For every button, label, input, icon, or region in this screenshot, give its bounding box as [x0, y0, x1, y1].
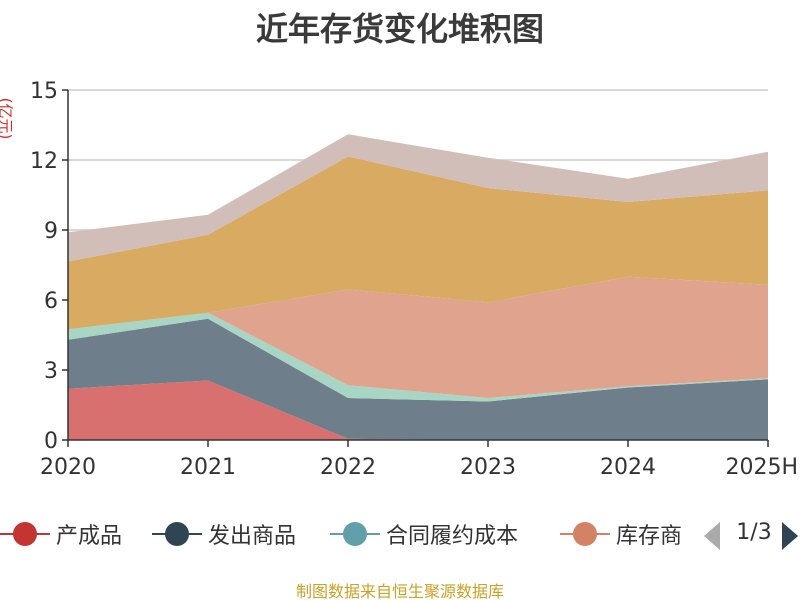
legend-marker-icon	[330, 514, 380, 554]
legend-item-3[interactable]: 合同履约成本	[330, 514, 518, 554]
x-tick-label-1: 2021	[180, 455, 236, 480]
legend-label: 产成品	[56, 524, 123, 549]
legend-item-4[interactable]: 库存商	[560, 514, 682, 554]
legend-page-indicator: 1/3	[736, 520, 772, 545]
x-tick-label-2: 2022	[320, 455, 376, 480]
axes	[62, 89, 769, 447]
x-tick-labels: 2020 2021 2022 2023 2024 2025H	[40, 455, 798, 480]
area-series-2[interactable]	[68, 318, 768, 440]
legend: 产成品 发出商品 合同履约成本 库存商	[0, 514, 690, 554]
x-tick-label-0: 2020	[40, 455, 96, 480]
legend-label: 库存商	[616, 524, 683, 549]
y-tick-label-0: 0	[44, 429, 58, 454]
x-tick-label-4: 2024	[600, 455, 656, 480]
area-series-1[interactable]	[68, 380, 768, 441]
data-source-note: 制图数据来自恒生聚源数据库	[295, 582, 504, 601]
legend-item-2[interactable]: 发出商品	[152, 514, 296, 554]
x-tick-label-5: 2025H	[725, 455, 798, 480]
area-series-5[interactable]	[68, 156, 768, 330]
y-tick-label-4: 12	[30, 149, 58, 174]
legend-marker-icon	[152, 514, 202, 554]
area-series-6[interactable]	[68, 134, 768, 262]
y-tick-label-1: 3	[44, 359, 58, 384]
area-series-4[interactable]	[68, 276, 768, 398]
area-series-3[interactable]	[68, 312, 768, 402]
legend-marker-icon	[0, 514, 50, 554]
legend-label: 发出商品	[208, 524, 297, 549]
area-chart: 0 3 6 9 12 15 2020 2021 2022 2023 2024 2025H	[30, 79, 798, 480]
legend-prev-arrow-icon[interactable]	[704, 522, 720, 550]
legend-item-1[interactable]: 产成品	[0, 514, 122, 554]
y-tick-label-3: 9	[44, 219, 58, 244]
stacked-areas	[68, 134, 768, 440]
y-tick-labels: 0 3 6 9 12 15	[30, 79, 58, 454]
y-tick-label-2: 6	[44, 289, 58, 314]
y-tick-label-5: 15	[30, 79, 58, 104]
x-tick-label-3: 2023	[460, 455, 516, 480]
legend-next-arrow-icon[interactable]	[782, 522, 798, 550]
legend-pager: 1/3	[700, 516, 800, 554]
chart-title: 近年存货变化堆积图	[255, 10, 544, 48]
legend-label: 合同履约成本	[386, 524, 519, 549]
legend-marker-icon	[560, 514, 610, 554]
